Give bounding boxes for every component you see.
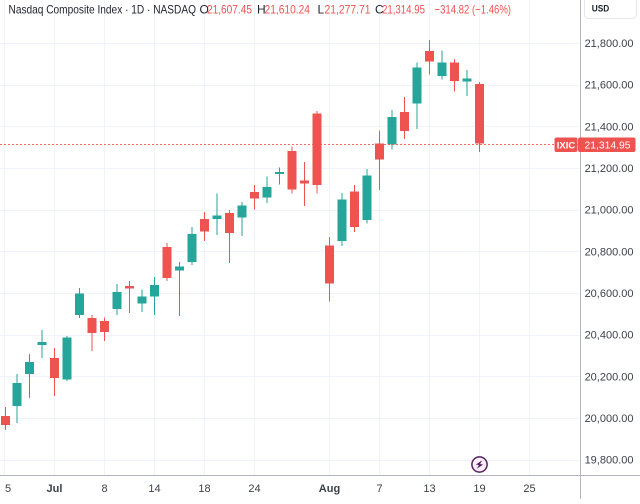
svg-text:Jul: Jul xyxy=(47,483,63,495)
svg-text:Nasdaq Composite Index · 1D ·: Nasdaq Composite Index · 1D · NASDAQ xyxy=(9,3,197,17)
svg-text:21,600.00: 21,600.00 xyxy=(585,80,634,92)
svg-text:20,200.00: 20,200.00 xyxy=(585,371,634,383)
svg-text:25: 25 xyxy=(523,483,535,495)
svg-text:USD: USD xyxy=(592,4,610,15)
svg-text:−314.82 (−1.46%): −314.82 (−1.46%) xyxy=(435,3,512,17)
svg-text:5: 5 xyxy=(5,483,11,495)
svg-text:21,314.95: 21,314.95 xyxy=(585,140,631,152)
svg-text:19,800.00: 19,800.00 xyxy=(585,455,634,467)
svg-text:21,314.95: 21,314.95 xyxy=(382,3,425,17)
svg-text:8: 8 xyxy=(101,483,107,495)
svg-text:L: L xyxy=(318,3,325,17)
svg-text:21,607.45: 21,607.45 xyxy=(207,3,252,17)
svg-text:21,200.00: 21,200.00 xyxy=(585,163,634,175)
svg-text:21,277.71: 21,277.71 xyxy=(325,3,371,17)
svg-text:13: 13 xyxy=(423,483,435,495)
svg-text:O: O xyxy=(200,3,209,17)
svg-text:19: 19 xyxy=(473,483,485,495)
svg-text:14: 14 xyxy=(148,483,160,495)
svg-text:20,000.00: 20,000.00 xyxy=(585,413,634,425)
svg-text:21,800.00: 21,800.00 xyxy=(585,38,634,50)
svg-text:IXIC: IXIC xyxy=(557,140,576,151)
svg-text:20,800.00: 20,800.00 xyxy=(585,246,634,258)
svg-text:Aug: Aug xyxy=(319,483,340,495)
svg-text:21,400.00: 21,400.00 xyxy=(585,121,634,133)
svg-text:21,610.24: 21,610.24 xyxy=(265,3,311,17)
svg-text:C: C xyxy=(375,3,384,17)
svg-text:18: 18 xyxy=(198,483,210,495)
svg-text:20,600.00: 20,600.00 xyxy=(585,288,634,300)
svg-text:21,000.00: 21,000.00 xyxy=(585,205,634,217)
svg-text:H: H xyxy=(257,3,266,17)
svg-text:24: 24 xyxy=(248,483,260,495)
svg-text:20,400.00: 20,400.00 xyxy=(585,330,634,342)
svg-text:7: 7 xyxy=(376,483,382,495)
